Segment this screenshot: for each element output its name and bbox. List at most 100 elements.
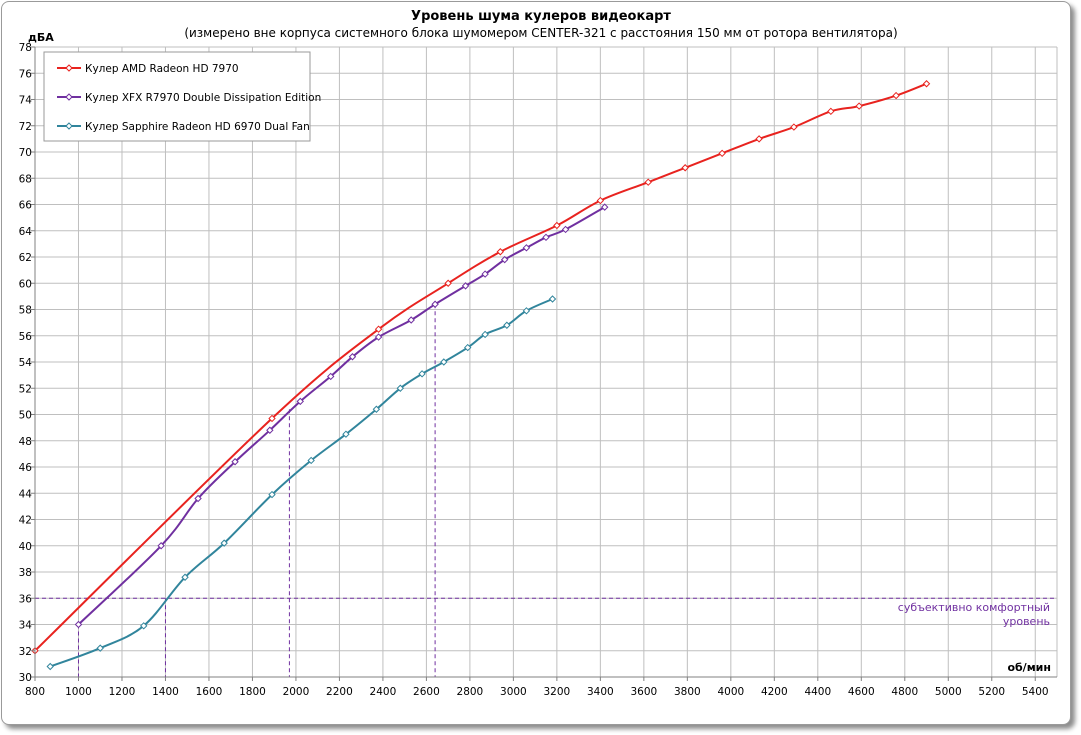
- x-tick-label: 1200: [109, 686, 136, 698]
- data-point-amd: [892, 91, 900, 100]
- data-point-amd: [718, 149, 726, 158]
- data-point-sapphire: [418, 370, 426, 378]
- y-tick-label: 52: [19, 383, 32, 395]
- data-point-sapphire: [464, 343, 472, 352]
- comfort-label-line2: уровень: [1003, 615, 1050, 628]
- data-point-sapphire: [372, 405, 381, 413]
- x-tick-label: 1800: [239, 686, 266, 698]
- data-point-xfx: [601, 203, 609, 211]
- x-tick-label: 2800: [457, 686, 484, 698]
- data-point-amd: [374, 325, 383, 333]
- series-group: [31, 80, 931, 671]
- x-tick-label: 3000: [500, 686, 527, 698]
- data-point-xfx: [374, 333, 383, 341]
- data-point-amd: [681, 164, 689, 172]
- y-tick-label: 42: [19, 515, 32, 527]
- y-axis-label: дБА: [28, 31, 54, 44]
- x-tick-label: 3200: [544, 686, 571, 698]
- x-tick-label: 4400: [804, 686, 831, 698]
- comfort-label-line1: субъективно комфортный: [898, 601, 1050, 614]
- y-tick-label: 68: [19, 173, 32, 185]
- x-tick-label: 5000: [935, 686, 962, 698]
- data-point-amd: [553, 221, 561, 230]
- legend-entry-sapphire: Кулер Sapphire Radeon HD 6970 Dual Fan: [85, 121, 310, 133]
- x-tick-label: 4600: [848, 686, 875, 698]
- x-tick-label: 3600: [630, 686, 657, 698]
- y-tick-label: 62: [19, 252, 32, 264]
- x-tick-label: 5400: [1022, 686, 1049, 698]
- x-tick-label: 2000: [283, 686, 310, 698]
- data-point-xfx: [231, 458, 239, 466]
- data-point-sapphire: [548, 295, 557, 303]
- data-point-amd: [827, 107, 835, 116]
- y-tick-label: 64: [19, 226, 33, 238]
- data-point-sapphire: [46, 662, 54, 671]
- y-tick-label: 40: [19, 541, 32, 553]
- legend: Кулер AMD Radeon HD 7970 Кулер XFX R7970…: [43, 51, 321, 142]
- data-point-xfx: [500, 255, 509, 264]
- data-point-amd: [444, 279, 452, 287]
- data-point-sapphire: [140, 622, 148, 630]
- data-point-sapphire: [307, 456, 315, 465]
- data-point-amd: [855, 102, 863, 110]
- y-tick-label: 34: [19, 620, 33, 632]
- data-point-xfx: [407, 316, 415, 324]
- legend-marker: [65, 64, 73, 72]
- x-tick-label: 1600: [196, 686, 223, 698]
- y-tick-label: 30: [19, 672, 32, 684]
- x-tick-label: 3400: [587, 686, 614, 698]
- data-point-xfx: [461, 282, 470, 290]
- data-point-xfx: [296, 397, 304, 406]
- data-point-xfx: [522, 244, 531, 252]
- x-tick-label: 2600: [413, 686, 440, 698]
- x-tick-label: 1400: [152, 686, 179, 698]
- data-point-amd: [922, 80, 931, 88]
- y-tick-label: 58: [19, 305, 32, 317]
- data-point-sapphire: [522, 307, 531, 315]
- y-tick-label: 74: [19, 95, 33, 107]
- data-point-xfx: [348, 353, 357, 361]
- y-tick-label: 48: [19, 436, 32, 448]
- data-point-amd: [496, 248, 505, 256]
- data-point-xfx: [194, 494, 202, 503]
- data-point-amd: [596, 196, 605, 205]
- x-tick-label: 4000: [717, 686, 744, 698]
- data-point-amd: [755, 135, 763, 143]
- legend-entry-xfx: Кулер XFX R7970 Double Dissipation Editi…: [85, 92, 321, 104]
- y-tick-label: 54: [19, 357, 33, 369]
- y-tick-label: 44: [19, 488, 33, 500]
- data-point-sapphire: [440, 358, 448, 366]
- data-point-sapphire: [503, 321, 511, 329]
- x-tick-label: 800: [25, 686, 45, 698]
- y-tick-label: 46: [19, 462, 33, 474]
- data-point-amd: [790, 123, 798, 131]
- data-point-sapphire: [220, 539, 228, 547]
- y-tick-label: 38: [19, 567, 32, 579]
- grid: [34, 46, 1058, 678]
- y-tick-label: 66: [19, 200, 33, 212]
- data-point-xfx: [481, 270, 489, 278]
- legend-marker: [65, 93, 73, 101]
- x-tick-label: 1000: [65, 686, 92, 698]
- y-tick-label: 32: [19, 646, 32, 658]
- y-tick-label: 76: [19, 68, 33, 80]
- chart-title: Уровень шума кулеров видеокарт: [411, 9, 671, 24]
- x-tick-label: 3800: [674, 686, 701, 698]
- data-point-sapphire: [181, 573, 189, 581]
- y-tick-label: 36: [19, 593, 33, 605]
- data-point-xfx: [561, 225, 570, 234]
- data-point-xfx: [431, 300, 439, 308]
- data-point-sapphire: [396, 384, 405, 392]
- data-point-sapphire: [96, 644, 104, 652]
- legend-marker: [65, 122, 73, 130]
- series-line-amd: [34, 82, 927, 652]
- x-tick-label: 2400: [370, 686, 397, 698]
- y-tick-label: 60: [19, 278, 32, 290]
- x-tick-label: 4200: [761, 686, 788, 698]
- data-point-amd: [268, 414, 276, 423]
- axes: 30 32 34 36 38 40 42 44 46 48 50 52 54 56 58 60 62 64 66 68…: [19, 42, 1057, 698]
- data-point-xfx: [327, 372, 335, 381]
- data-point-xfx: [266, 426, 274, 434]
- y-tick-label: 56: [19, 331, 33, 343]
